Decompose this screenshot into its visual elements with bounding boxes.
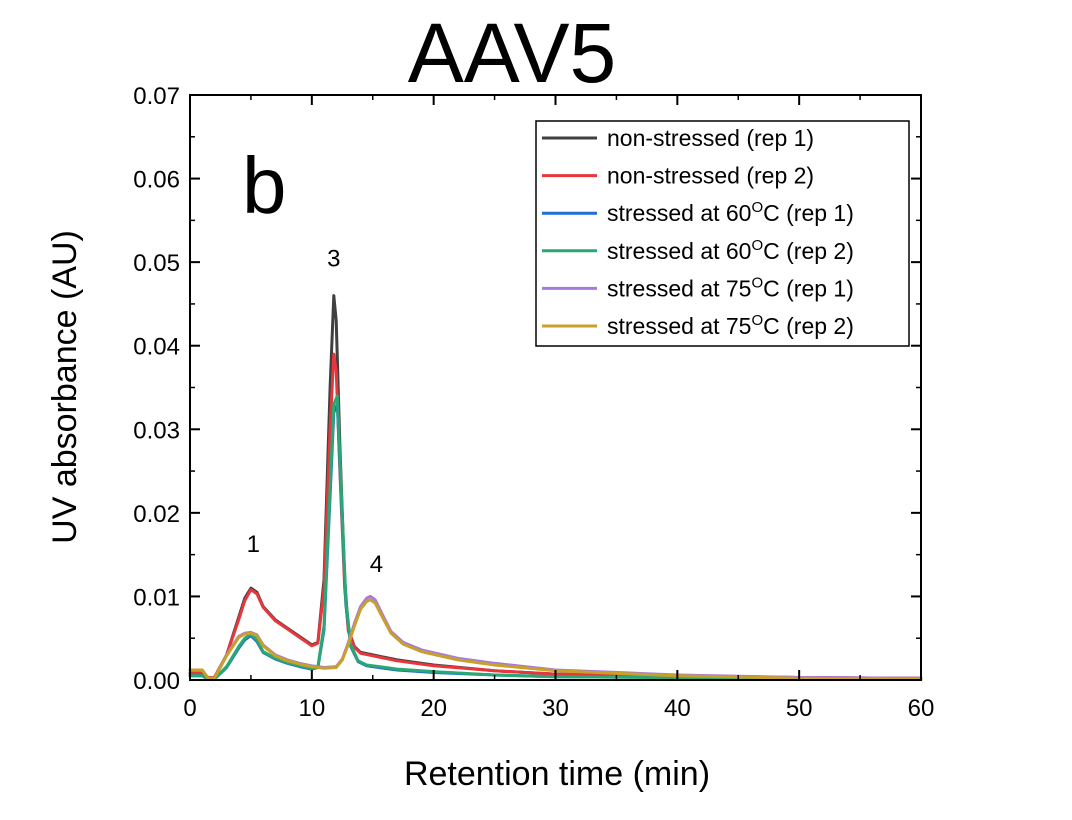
y-tick-label: 0.04: [133, 334, 180, 361]
y-tick-label: 0.01: [133, 584, 180, 611]
y-tick-label: 0.07: [133, 83, 180, 110]
x-tick-label: 50: [786, 695, 813, 722]
legend-box: [535, 120, 910, 347]
x-tick-label: 10: [298, 695, 325, 722]
peak-label-3: 4: [370, 551, 383, 578]
legend-label-3: stressed at 60OC (rep 1): [607, 199, 854, 226]
x-tick-label: 40: [664, 695, 691, 722]
series-line-2: [188, 352, 923, 680]
legend-label-1: non-stressed (rep 1): [607, 125, 814, 151]
y-axis-label: UV absorbance (AU): [46, 230, 84, 544]
panel-label: b: [242, 141, 287, 230]
y-tick-label: 0.00: [133, 668, 180, 695]
y-tick-label: 0.06: [133, 167, 180, 194]
legend: non-stressed (rep 1) non-stressed (rep 2)…: [535, 120, 910, 347]
x-tick-label: 60: [908, 695, 935, 722]
series-layer: [188, 294, 923, 681]
x-tick-label: 30: [542, 695, 569, 722]
series-line-1: [188, 294, 923, 680]
x-tick-label: 0: [183, 695, 196, 722]
series-line-4: [188, 394, 923, 681]
chart-title: AAV5: [408, 6, 617, 100]
annotation-layer: 1 3 4: [247, 245, 383, 578]
legend-label-4: stressed at 60OC (rep 2): [607, 237, 854, 264]
y-tick-label: 0.02: [133, 501, 180, 528]
x-tick-label: 20: [420, 695, 447, 722]
ticks-layer: 0 10 20 30 40 50 60 0.00 0.01 0.02 0.03 0.04 0.05 0.0…: [133, 83, 934, 722]
peak-label-1: 1: [247, 531, 260, 558]
peak-label-2: 3: [327, 245, 340, 272]
legend-label-2: non-stressed (rep 2): [607, 163, 814, 189]
series-line-6: [188, 598, 923, 681]
y-tick-label: 0.03: [133, 417, 180, 444]
legend-label-6: stressed at 75OC (rep 2): [607, 312, 854, 339]
x-axis-label: Retention time (min): [404, 755, 710, 793]
y-tick-label: 0.05: [133, 250, 180, 277]
legend-label-5: stressed at 75OC (rep 1): [607, 274, 854, 301]
